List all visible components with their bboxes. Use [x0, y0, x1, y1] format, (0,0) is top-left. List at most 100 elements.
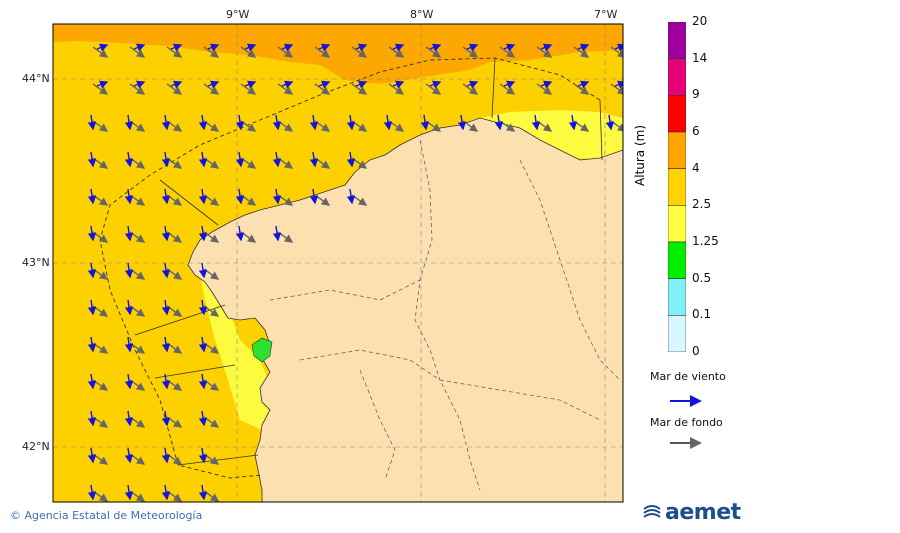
legend-level-label: 20	[692, 14, 708, 28]
wind-sea-arrow	[161, 447, 171, 464]
swell-arrow	[462, 83, 479, 95]
wind-sea-arrow	[198, 151, 208, 168]
legend-swatch-5	[668, 205, 686, 243]
swell-arrow	[314, 46, 331, 58]
aemet-logo-text: aemet	[665, 500, 741, 525]
swell-arrow	[351, 46, 368, 58]
wind-sea-arrow	[383, 114, 393, 131]
wind-sea-arrow	[96, 43, 109, 52]
swell-arrow	[425, 46, 442, 58]
footer-credit: © Agencia Estatal de Meteorología	[10, 509, 203, 522]
wind-sea-arrow	[124, 114, 134, 131]
wind-sea-arrow	[235, 151, 245, 168]
wind-sea-arrow	[355, 80, 368, 89]
swell-arrow	[462, 46, 479, 58]
wind-sea-arrow	[87, 262, 97, 279]
wind-sea-arrow	[272, 114, 282, 131]
wind-sea-arrow	[244, 80, 257, 89]
wind-sea-arrow	[429, 80, 442, 89]
swell-arrow	[166, 83, 183, 95]
wind-sea-arrow	[457, 114, 467, 131]
lon-label-8w: 8°W	[410, 8, 434, 21]
wind-sea-arrow	[124, 262, 134, 279]
wind-sea-arrow	[235, 114, 245, 131]
wind-sea-arrow	[87, 299, 97, 316]
wind-sea-arrow	[235, 188, 245, 205]
wind-sea-arrow	[161, 373, 171, 390]
wind-sea-arrow	[124, 188, 134, 205]
swell-arrow	[240, 83, 257, 95]
lat-label-42n: 42°N	[22, 440, 50, 453]
zone-divider-e	[599, 99, 603, 161]
legend-level-label: 14	[692, 50, 708, 65]
wind-sea-arrow	[87, 114, 97, 131]
legend-swatch-6	[668, 241, 686, 279]
wind-sea-arrow	[87, 410, 97, 427]
wind-sea-arrow	[161, 151, 171, 168]
wind-sea-arrow	[281, 80, 294, 89]
wind-sea-arrow	[133, 80, 146, 89]
wind-sea-arrow	[272, 188, 282, 205]
swell-arrow	[314, 83, 331, 95]
wind-sea-arrow	[161, 225, 171, 242]
swell-arrow	[277, 46, 294, 58]
wind-sea-arrow	[198, 225, 208, 242]
wind-sea-arrow	[124, 410, 134, 427]
wind-sea-arrow	[161, 188, 171, 205]
swell-arrow	[92, 46, 109, 58]
legend-level-label: 1.25	[692, 234, 719, 248]
wind-sea-arrow	[170, 43, 183, 52]
band-0-5-1-25m	[251, 337, 273, 363]
swell-arrow	[92, 83, 109, 95]
wind-sea-arrow	[244, 43, 257, 52]
swell-arrow	[203, 46, 220, 58]
map-frame	[52, 23, 624, 503]
wind-sea-arrow	[614, 80, 623, 89]
wind-sea-arrow	[161, 299, 171, 316]
wind-sea-arrow	[318, 43, 331, 52]
wind-sea-arrow	[198, 410, 208, 427]
wind-sea-arrow	[198, 299, 208, 316]
legend-level-label: 0	[692, 344, 700, 358]
wind-sea-arrow	[87, 373, 97, 390]
province-borders	[269, 139, 621, 491]
wind-sea-arrow	[124, 336, 134, 353]
wind-sea-arrow	[96, 80, 109, 89]
wind-sea-arrow	[198, 262, 208, 279]
wind-sea-arrow	[272, 225, 282, 242]
legend-level-label: 0.1	[692, 307, 712, 322]
wind-sea-arrow	[87, 484, 97, 501]
wind-sea-arrow	[614, 43, 623, 52]
wind-sea-arrow	[346, 114, 356, 131]
wind-sea-arrow	[346, 188, 356, 205]
wind-sea-arrow	[87, 151, 97, 168]
wind-sea-arrow	[207, 43, 220, 52]
wind-sea-arrow	[87, 336, 97, 353]
swell-arrow	[166, 46, 183, 58]
legend-swatch-8	[668, 315, 686, 352]
legend-swatch-2	[668, 95, 686, 133]
wind-sea-arrow	[568, 114, 578, 131]
zone-divider-north	[159, 179, 219, 226]
swell-arrow	[277, 83, 294, 95]
swell-arrow	[240, 46, 257, 58]
swell-arrow	[573, 46, 590, 58]
swell-arrow	[499, 83, 516, 95]
wind-sea-arrow	[161, 114, 171, 131]
swell-arrow	[388, 83, 405, 95]
swell-arrow	[388, 46, 405, 58]
wind-sea-arrow	[198, 188, 208, 205]
band-1-25-2-5m	[470, 110, 623, 160]
aemet-logo: aemet	[642, 500, 741, 525]
wind-sea-arrow	[133, 43, 146, 52]
lat-label-44n: 44°N	[22, 72, 50, 85]
wind-sea-arrow	[346, 151, 356, 168]
wind-sea-arrow	[87, 447, 97, 464]
wind-sea-arrow	[318, 80, 331, 89]
wind-sea-arrow	[466, 43, 479, 52]
wind-sea-arrow	[429, 43, 442, 52]
wind-sea-arrow	[503, 43, 516, 52]
wave-direction-arrows	[87, 43, 623, 502]
lon-label-7w: 7°W	[594, 8, 618, 21]
